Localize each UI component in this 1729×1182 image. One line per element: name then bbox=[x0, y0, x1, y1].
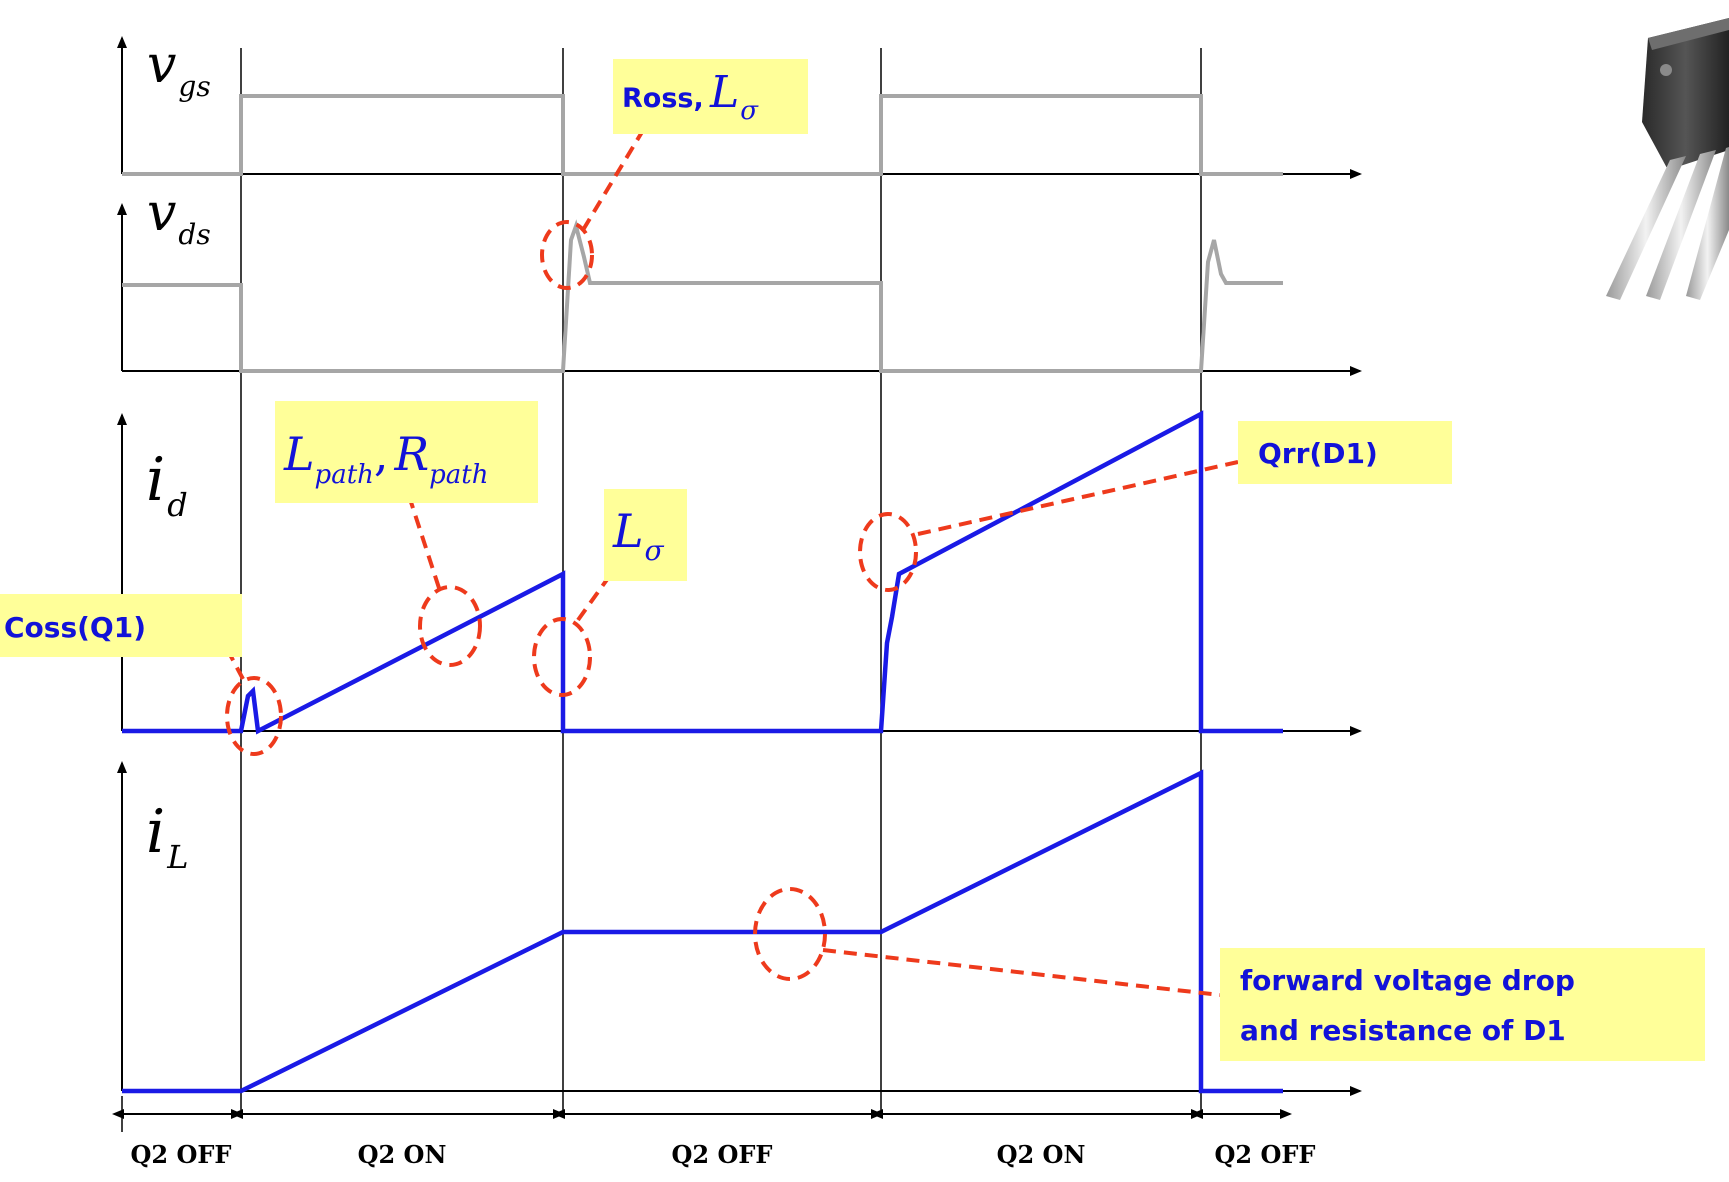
annotation-coss: Coss(Q1) bbox=[0, 594, 242, 657]
annotation-qrr: Qrr(D1) bbox=[1238, 421, 1452, 484]
phase-label-5: Q2 OFF bbox=[1215, 1140, 1316, 1169]
id-waveform bbox=[122, 410, 1283, 735]
phase-labels: Q2 OFF Q2 ON Q2 OFF Q2 ON Q2 OFF bbox=[131, 1140, 1316, 1169]
vds-label: vds bbox=[147, 183, 211, 251]
il-waveform bbox=[122, 769, 1283, 1094]
phase-boundaries bbox=[240, 48, 1202, 1110]
svg-text:Lσ: Lσ bbox=[612, 504, 665, 567]
svg-text:Coss(Q1): Coss(Q1) bbox=[4, 611, 146, 644]
svg-text:Ross,: Ross, bbox=[622, 83, 704, 114]
svg-text:and resistance of D1: and resistance of D1 bbox=[1240, 1014, 1566, 1047]
qrr-callout bbox=[858, 512, 918, 592]
annotation-forward-drop: forward voltage drop and resistance of D… bbox=[1220, 948, 1705, 1061]
il-label: iL bbox=[146, 797, 188, 876]
forward-drop-callout bbox=[753, 887, 827, 981]
phase-label-2: Q2 ON bbox=[358, 1140, 447, 1169]
vgs-label: vgs bbox=[147, 35, 211, 103]
svg-text:forward voltage drop: forward voltage drop bbox=[1240, 964, 1575, 997]
vgs-waveform bbox=[122, 94, 1283, 176]
annotation-lsigma: Lσ bbox=[604, 489, 687, 581]
coss-callout bbox=[225, 676, 283, 756]
svg-text:Qrr(D1): Qrr(D1) bbox=[1258, 437, 1378, 470]
ross-callout bbox=[540, 220, 594, 290]
svg-text:Lpath,Rpath: Lpath, Rpath bbox=[283, 427, 489, 490]
lpath-callout bbox=[418, 585, 482, 667]
vds-waveform bbox=[122, 219, 1283, 373]
svg-text:Lσ: Lσ bbox=[709, 67, 759, 126]
phase-label-3: Q2 OFF bbox=[672, 1140, 773, 1169]
phase-label-4: Q2 ON bbox=[997, 1140, 1086, 1169]
phase-arrows bbox=[112, 1096, 1292, 1132]
igbt-package-icon bbox=[1606, 18, 1729, 300]
lsigma-callout bbox=[532, 617, 592, 697]
annotation-lpath-rpath: Lpath, Rpath bbox=[275, 401, 538, 503]
id-label: id bbox=[146, 445, 188, 524]
callouts bbox=[208, 130, 1239, 997]
phase-label-1: Q2 OFF bbox=[131, 1140, 232, 1169]
annotation-ross: Ross, Lσ bbox=[613, 59, 808, 134]
